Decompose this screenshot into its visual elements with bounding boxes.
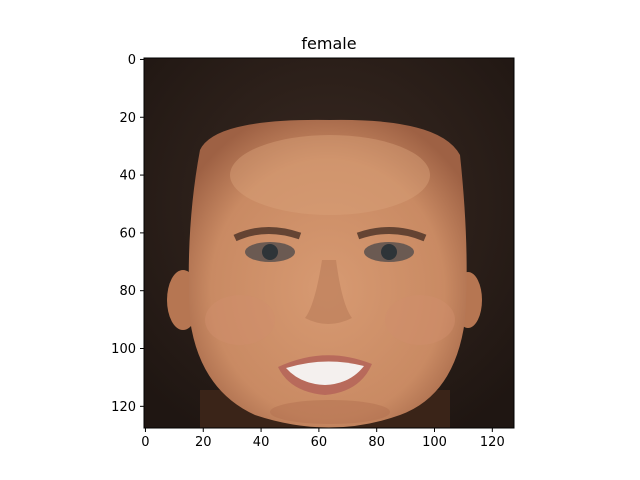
- x-tick-label: 100: [422, 435, 447, 450]
- x-tick-label: 120: [480, 435, 505, 450]
- x-tick-label: 0: [141, 435, 149, 450]
- plot-frame: [143, 57, 515, 429]
- y-tick-label: 100: [111, 342, 136, 357]
- x-tick-label: 20: [195, 435, 212, 450]
- y-tick-label: 80: [119, 284, 136, 299]
- y-tick-label: 120: [111, 400, 136, 415]
- y-axis-ticks: 0 20 40 60 80 100 120: [111, 53, 144, 415]
- x-tick-label: 80: [368, 435, 385, 450]
- figure-title: female: [301, 34, 356, 53]
- y-tick-label: 0: [128, 53, 136, 68]
- x-tick-label: 40: [253, 435, 270, 450]
- y-tick-label: 60: [119, 226, 136, 241]
- face-image: [144, 58, 514, 428]
- x-tick-label: 60: [311, 435, 328, 450]
- x-axis-ticks: 0 20 40 60 80 100 120: [141, 428, 505, 450]
- y-tick-label: 40: [119, 169, 136, 184]
- y-tick-label: 20: [119, 111, 136, 126]
